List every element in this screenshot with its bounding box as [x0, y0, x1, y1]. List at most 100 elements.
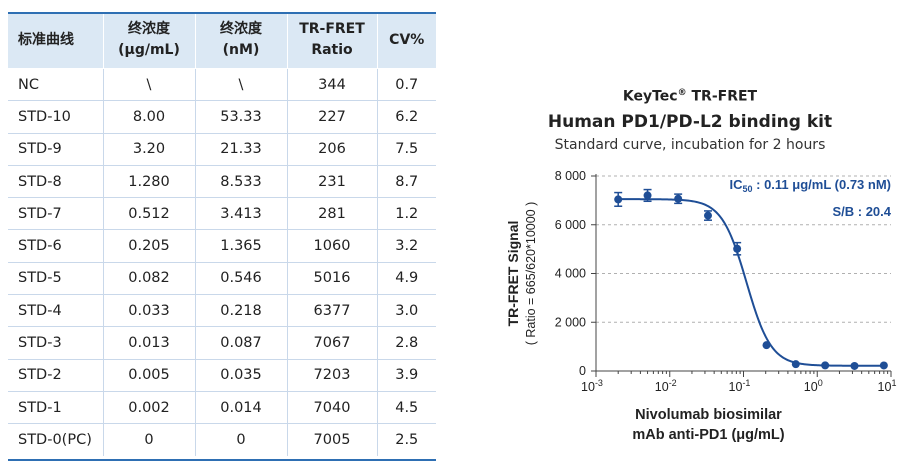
table-cell: 3.0 [377, 294, 436, 328]
table-cell: 0.005 [103, 359, 196, 392]
table-cell: STD-1 [8, 391, 104, 425]
table-cell: 1.280 [103, 165, 196, 199]
table-row: STD-3 0.013 0.087 7067 2.8 [8, 326, 436, 360]
standard-curve-chart: KeyTec® TR-FRET Human PD1/PD-L2 binding … [490, 80, 910, 470]
table-cell: 0.002 [103, 391, 196, 425]
table-cell: 7.5 [377, 133, 436, 166]
table-row: STD-5 0.082 0.546 5016 4.9 [8, 262, 436, 296]
table-cell: 6.2 [377, 100, 436, 134]
data-point [879, 361, 888, 370]
table-cell: 0.7 [377, 68, 436, 102]
table-row: STD-7 0.512 3.413 281 1.2 [8, 197, 436, 231]
x-tick-label: 10-1 [729, 378, 751, 394]
table-cell: 2.5 [395, 431, 419, 448]
table-cell: 7040 [287, 391, 378, 425]
table-row: STD-10 8.00 53.33 227 6.2 [8, 100, 436, 134]
table-cell: 4.5 [377, 391, 436, 425]
data-point [703, 211, 712, 220]
data-point [821, 361, 830, 370]
x-tick-base: 10 [804, 380, 818, 394]
column-header: CV% [377, 12, 436, 69]
table-cell: 3.413 [195, 197, 288, 231]
table-cell: 3.9 [377, 359, 436, 392]
data-point [791, 360, 800, 369]
column-header: 终浓度 (nM) [195, 12, 288, 69]
table-cell: 0.546 [195, 262, 288, 296]
column-header-line: (μg/mL) [118, 42, 180, 58]
table-cell: 8.533 [195, 165, 288, 199]
table-cell: 3.2 [377, 229, 436, 263]
x-tick-label: 10-2 [655, 378, 677, 394]
x-tick-base: 10 [729, 380, 743, 394]
y-tick-label: 4 000 [555, 267, 586, 281]
data-point [643, 191, 652, 200]
table-cell: STD-0(PC) [8, 423, 104, 456]
table-cell: 5016 [287, 262, 378, 296]
table-cell: STD-3 [8, 326, 104, 360]
table-cell: STD-8 [8, 165, 104, 199]
table-cell: 7067 [287, 326, 378, 360]
table-cell: 0 [195, 423, 288, 456]
data-point [762, 341, 771, 350]
table-cell: 0 [103, 423, 196, 456]
y-tick-label: 2 000 [555, 315, 586, 329]
table-cell: 227 [287, 100, 378, 134]
table-cell: 7203 [287, 359, 378, 392]
x-tick-exponent: 1 [891, 378, 896, 388]
table-cell: 0.205 [103, 229, 196, 263]
table-cell: 21.33 [195, 133, 288, 166]
table-cell: STD-4 [8, 294, 104, 328]
column-header-line: TR-FRET [299, 21, 365, 37]
chart-brand-title: KeyTec® TR-FRET [622, 88, 758, 105]
x-tick-exponent: -1 [742, 378, 750, 388]
data-table: 标准曲线 终浓度 (μg/mL) 终浓度 (nM) TR-FRET Ratio CV% NC \… [8, 12, 436, 456]
table-cell: 4.9 [377, 262, 436, 296]
table-cell: 3.20 [103, 133, 196, 166]
table-header-row: 标准曲线 终浓度 (μg/mL) 终浓度 (nM) TR-FRET Ratio CV% [8, 12, 436, 69]
table-cell: STD-7 [8, 197, 104, 231]
x-tick-exponent: -2 [669, 378, 677, 388]
x-axis-subtitle: mAb anti-PD1 (μg/mL) [632, 427, 784, 443]
ic50-value: : 0.11 μg/mL (0.73 nM) [753, 177, 891, 192]
table-row: STD-2 0.005 0.035 7203 3.9 [8, 359, 436, 392]
table-bottom-rule [8, 459, 436, 461]
x-tick-label: 101 [878, 378, 897, 394]
column-header: 标准曲线 [8, 12, 104, 69]
column-header-line: 终浓度 [128, 21, 170, 37]
data-point [850, 361, 859, 370]
data-point [614, 195, 623, 204]
y-tick-label: 8 000 [555, 169, 586, 183]
table-cell: 53.33 [195, 100, 288, 134]
ic50-label: IC [730, 177, 744, 192]
table-cell: STD-9 [8, 133, 104, 166]
table-cell: 0.035 [195, 359, 288, 392]
x-tick-exponent: -3 [595, 378, 603, 388]
table-row: STD-9 3.20 21.33 206 7.5 [8, 133, 436, 166]
table-cell: 1.2 [377, 197, 436, 231]
standard-curve-table: 标准曲线 终浓度 (μg/mL) 终浓度 (nM) TR-FRET Ratio CV% NC \… [8, 12, 436, 461]
x-tick-base: 10 [878, 380, 892, 394]
table-row: STD-4 0.033 0.218 6377 3.0 [8, 294, 436, 328]
table-cell: 0.218 [195, 294, 288, 328]
y-tick-label: 6 000 [555, 218, 586, 232]
table-cell: 0.087 [195, 326, 288, 360]
table-cell: 8.7 [377, 165, 436, 199]
ic50-subscript: 50 [743, 184, 753, 194]
column-header-line: 标准曲线 [18, 31, 74, 48]
column-header-line: 终浓度 [220, 21, 262, 37]
x-tick-base: 10 [655, 380, 669, 394]
column-header: TR-FRET Ratio [287, 12, 378, 69]
data-point [733, 244, 742, 253]
table-cell: STD-2 [8, 359, 104, 392]
table-cell: 0.014 [195, 391, 288, 425]
x-tick-base: 10 [581, 380, 595, 394]
table-cell: STD-5 [8, 262, 104, 296]
chart-title: Human PD1/PD-L2 binding kit [547, 112, 833, 132]
column-header-line: (nM) [222, 42, 260, 58]
table-row: STD-0(PC) 0 0 7005 2.5 [8, 423, 436, 456]
table-cell: 281 [287, 197, 378, 231]
table-cell: 0.082 [103, 262, 196, 296]
table-row: NC \ \ 344 0.7 [8, 68, 436, 102]
column-header-line: Ratio [311, 42, 353, 58]
table-cell: 344 [287, 68, 378, 102]
